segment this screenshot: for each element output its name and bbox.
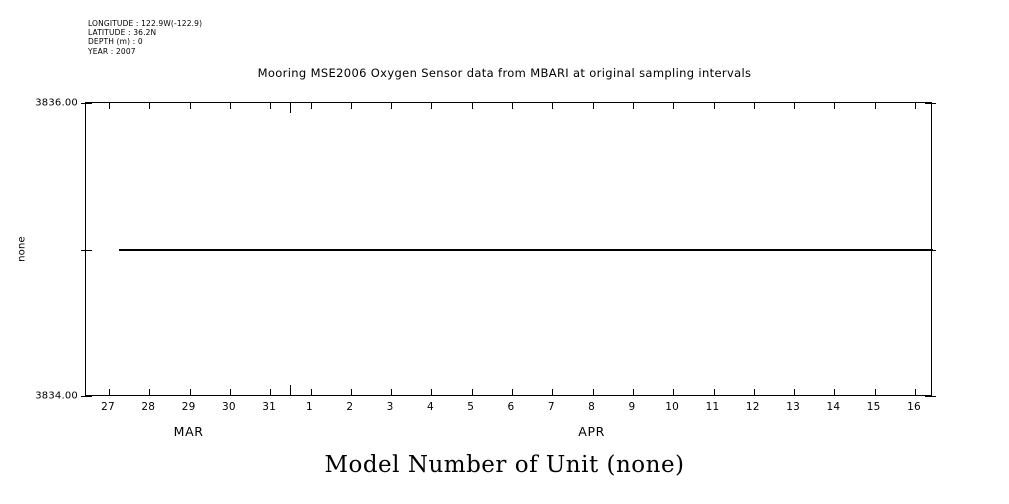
y-axis-tick [81, 103, 92, 104]
x-axis-tick-label: 12 [745, 401, 760, 413]
x-axis-tick-label: 8 [588, 401, 596, 413]
x-axis-tick [592, 389, 594, 395]
x-axis-tick-label: 10 [665, 401, 680, 413]
x-axis-tick-label: 29 [181, 401, 196, 413]
data-series-line [119, 249, 933, 251]
x-axis-tick-label: 14 [826, 401, 841, 413]
x-axis-tick-top [270, 103, 272, 109]
x-axis-tick-top [310, 103, 312, 109]
x-axis-month-label: APR [578, 424, 605, 439]
x-axis-tick-label: 6 [507, 401, 515, 413]
x-axis-tick-top [673, 103, 675, 109]
x-axis-tick-top [632, 103, 634, 109]
x-axis-tick-label: 4 [426, 401, 434, 413]
x-axis-tick [753, 389, 755, 395]
x-axis-tick [189, 389, 191, 395]
x-axis-tick-top [713, 103, 715, 109]
x-axis-tick-top [874, 103, 876, 109]
x-axis-tick [915, 389, 916, 395]
x-axis-tick [874, 389, 876, 395]
x-axis-tick [632, 389, 634, 395]
chart-title: Mooring MSE2006 Oxygen Sensor data from … [0, 66, 1009, 80]
metadata-latitude: LATITUDE : 36.2N [88, 28, 157, 38]
x-axis-tick [310, 389, 312, 395]
x-axis-tick [552, 389, 554, 395]
x-axis-tick-top [189, 103, 191, 109]
x-axis-tick [431, 389, 433, 395]
x-axis-tick-top [229, 103, 231, 109]
x-axis-tick-top [552, 103, 554, 109]
chart-title-text: Mooring MSE2006 Oxygen Sensor data from … [257, 66, 752, 80]
x-axis-tick-label: 1 [306, 401, 313, 413]
x-axis-tick [109, 389, 110, 395]
x-axis-tick [471, 389, 473, 395]
x-axis-tick-label: 9 [628, 401, 636, 413]
x-axis-tick-label: 16 [907, 401, 921, 413]
x-axis-tick-top [834, 103, 836, 109]
y-axis-tick-label: 3836.00 [35, 97, 78, 109]
x-axis-tick-top [915, 103, 916, 109]
y-axis-mid-tick [81, 250, 92, 251]
x-axis-tick-label: 11 [705, 401, 720, 413]
y-axis-tick-right [925, 103, 936, 104]
x-axis-month-boundary-tick [290, 385, 292, 395]
x-axis-tick-top [753, 103, 755, 109]
y-axis-tick-label: 3834.00 [35, 390, 78, 402]
x-axis-tick-label: 7 [547, 401, 555, 413]
x-axis-tick-top [512, 103, 513, 109]
x-axis-tick-top [391, 103, 393, 109]
x-axis-tick [794, 389, 796, 395]
x-axis-tick [391, 389, 393, 395]
x-axis-tick-label: 15 [866, 401, 881, 413]
y-axis-label: none [16, 236, 28, 262]
x-axis-tick-label: 13 [786, 401, 800, 413]
x-axis-tick-label: 3 [386, 401, 394, 413]
x-axis-tick [350, 389, 352, 395]
metadata-year: YEAR : 2007 [88, 46, 136, 56]
x-axis-tick-label: 27 [101, 401, 115, 413]
plot-area: 3836.00 3834.00 [35, 98, 936, 402]
x-axis-tick-label: 28 [141, 401, 156, 413]
x-axis-month-label: MAR [173, 424, 204, 439]
x-axis-tick-label: 2 [346, 401, 354, 413]
x-axis-tick [834, 389, 836, 395]
y-axis-tick-right [925, 396, 936, 397]
x-axis-tick [673, 389, 675, 395]
metadata-depth: DEPTH (m) : 0 [88, 37, 143, 47]
x-axis-tick-top [149, 103, 151, 109]
x-axis-tick-top [471, 103, 473, 109]
x-axis-tick-top [431, 103, 433, 109]
x-axis-title: Model Number of Unit (none) [324, 452, 685, 478]
x-axis-tick-top [350, 103, 352, 109]
y-axis-mid-tick [925, 250, 936, 251]
x-axis-tick-label: 30 [222, 401, 236, 413]
x-axis-tick [149, 389, 151, 395]
x-axis-tick-top [592, 103, 594, 109]
x-axis-month-boundary-tick-top [290, 103, 292, 113]
x-axis-tick [713, 389, 715, 395]
x-axis-tick-top [794, 103, 796, 109]
x-axis-tick-label: 31 [262, 401, 277, 413]
y-axis-tick [81, 396, 92, 397]
x-axis-tick [270, 389, 272, 395]
x-axis-tick-label: 5 [467, 401, 475, 413]
x-axis-tick-top [109, 103, 110, 109]
x-axis-tick [512, 389, 513, 395]
x-axis-tick [229, 389, 231, 395]
metadata-block: LONGITUDE : 122.9W(-122.9) LATITUDE : 36… [88, 19, 202, 56]
metadata-longitude: LONGITUDE : 122.9W(-122.9) [88, 19, 203, 28]
